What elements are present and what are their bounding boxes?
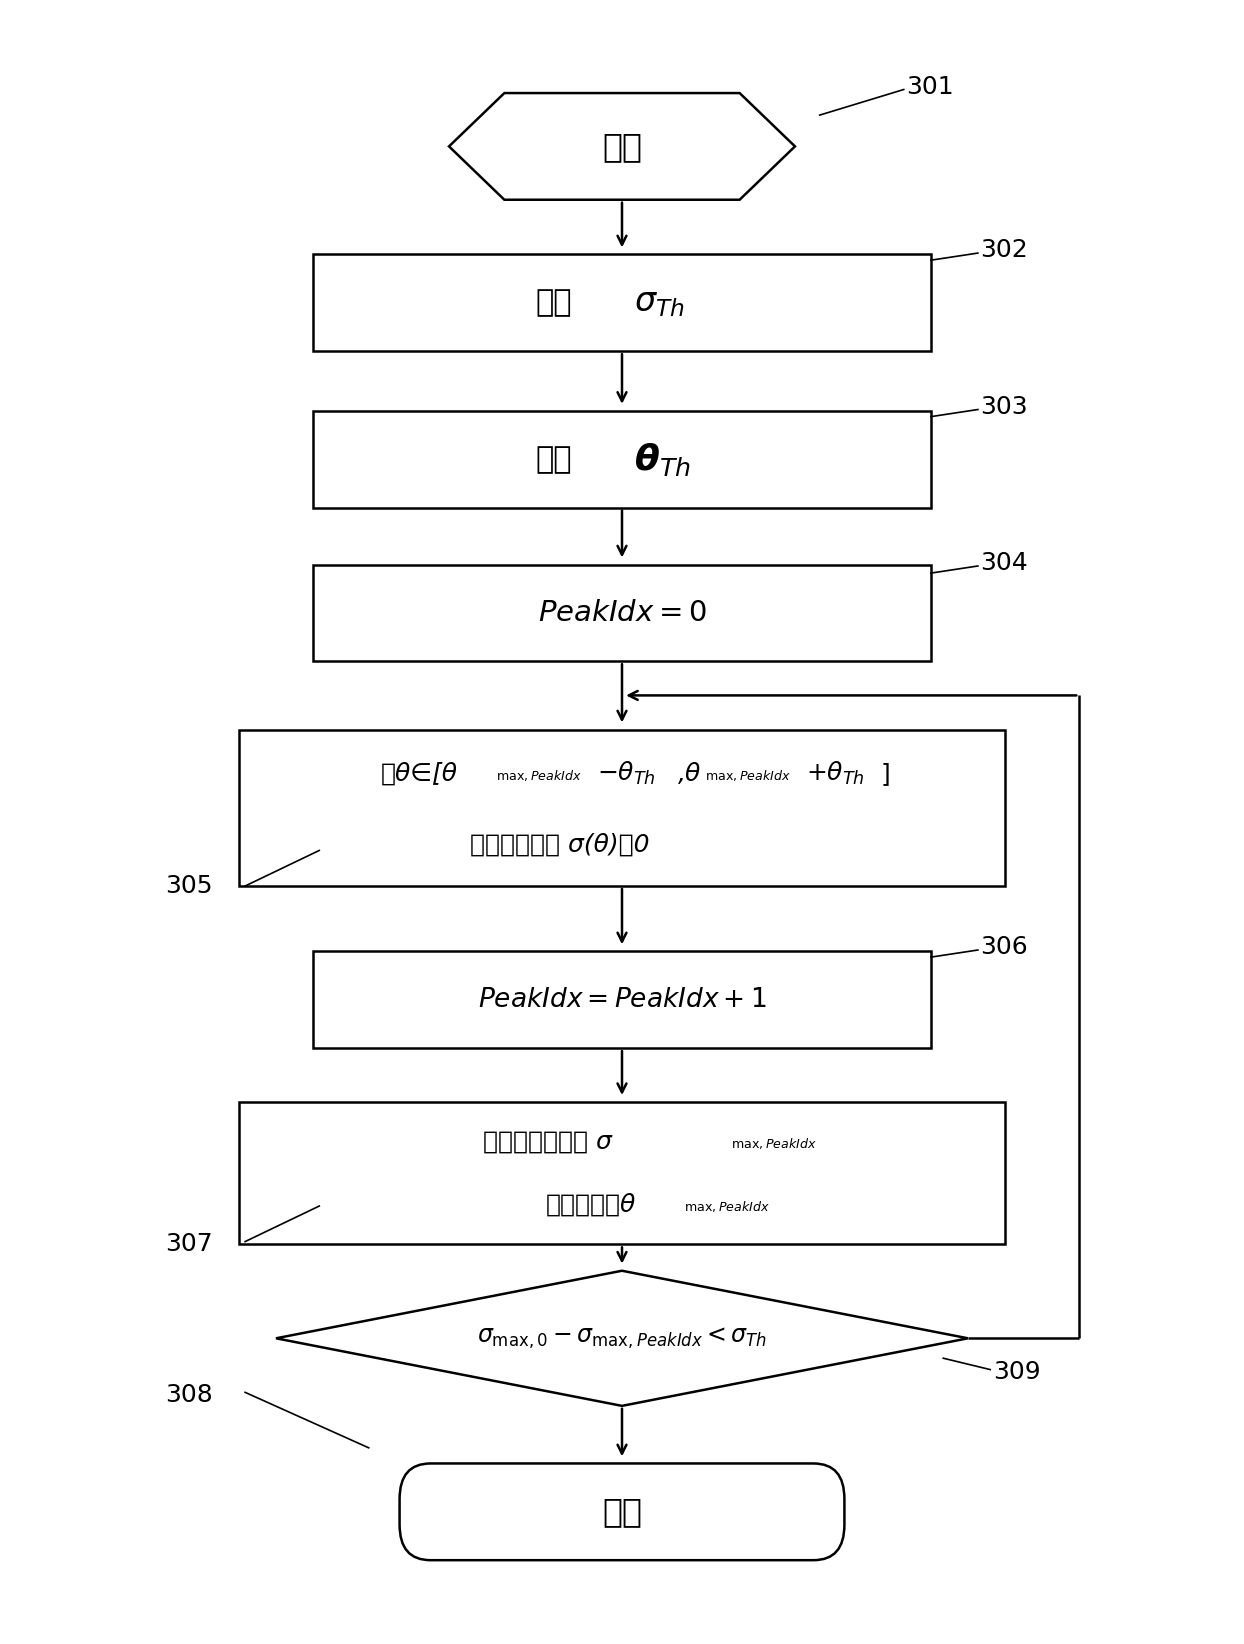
Text: $-\theta_{Th}$: $-\theta_{Th}$ <box>597 760 656 787</box>
Bar <box>239 1101 1005 1245</box>
Polygon shape <box>276 1271 968 1406</box>
Text: 309: 309 <box>993 1361 1040 1384</box>
Text: 设置: 设置 <box>536 288 572 317</box>
Text: 及相应角度θ: 及相应角度θ <box>546 1192 636 1217</box>
Text: 301: 301 <box>906 74 954 99</box>
Text: $+\theta_{Th}$: $+\theta_{Th}$ <box>806 760 865 787</box>
Text: 302: 302 <box>980 238 1028 263</box>
Text: 307: 307 <box>164 1233 213 1256</box>
Text: 角度范围内的 σ(θ)置0: 角度范围内的 σ(θ)置0 <box>470 834 649 857</box>
Text: 306: 306 <box>980 935 1028 958</box>
Bar <box>313 255 931 352</box>
Bar <box>313 411 931 508</box>
Text: $_{\rm max,\mathit{PeakIdx}}$: $_{\rm max,\mathit{PeakIdx}}$ <box>684 1195 770 1213</box>
Text: 304: 304 <box>980 551 1028 575</box>
Text: $_{\rm max,\mathit{PeakIdx}}$: $_{\rm max,\mathit{PeakIdx}}$ <box>705 764 790 783</box>
Text: ]: ] <box>881 761 889 786</box>
FancyBboxPatch shape <box>399 1463 845 1560</box>
Text: $\sigma_{\max,0}-\sigma_{\max,\mathit{PeakIdx}}<\sigma_{Th}$: $\sigma_{\max,0}-\sigma_{\max,\mathit{Pe… <box>476 1325 768 1351</box>
Text: $\boldsymbol{\theta}_{Th}$: $\boldsymbol{\theta}_{Th}$ <box>634 441 692 478</box>
Text: 获取: 获取 <box>536 446 572 473</box>
Text: 开始: 开始 <box>602 130 642 163</box>
Bar <box>239 730 1005 886</box>
Text: 303: 303 <box>980 395 1028 419</box>
Text: $\sigma_{Th}$: $\sigma_{Th}$ <box>634 286 685 319</box>
Polygon shape <box>449 94 795 199</box>
Text: $_{\rm max,\mathit{PeakIdx}}$: $_{\rm max,\mathit{PeakIdx}}$ <box>496 764 582 783</box>
Text: 结束: 结束 <box>602 1496 642 1529</box>
Text: 找出最大峰值点 σ: 找出最大峰值点 σ <box>484 1129 612 1154</box>
Text: $_{\rm max,\mathit{PeakIdx}}$: $_{\rm max,\mathit{PeakIdx}}$ <box>730 1133 816 1151</box>
Text: 将θ∈[θ: 将θ∈[θ <box>381 761 458 786</box>
Text: 305: 305 <box>164 875 213 898</box>
Bar <box>313 952 931 1049</box>
Text: $\mathit{PeakIdx} = 0$: $\mathit{PeakIdx} = 0$ <box>537 598 707 626</box>
Text: 308: 308 <box>164 1383 213 1407</box>
Text: ,θ: ,θ <box>678 761 700 786</box>
Text: $\mathit{PeakIdx} = \mathit{PeakIdx} + 1$: $\mathit{PeakIdx} = \mathit{PeakIdx} + 1… <box>478 986 766 1013</box>
Bar <box>313 564 931 661</box>
